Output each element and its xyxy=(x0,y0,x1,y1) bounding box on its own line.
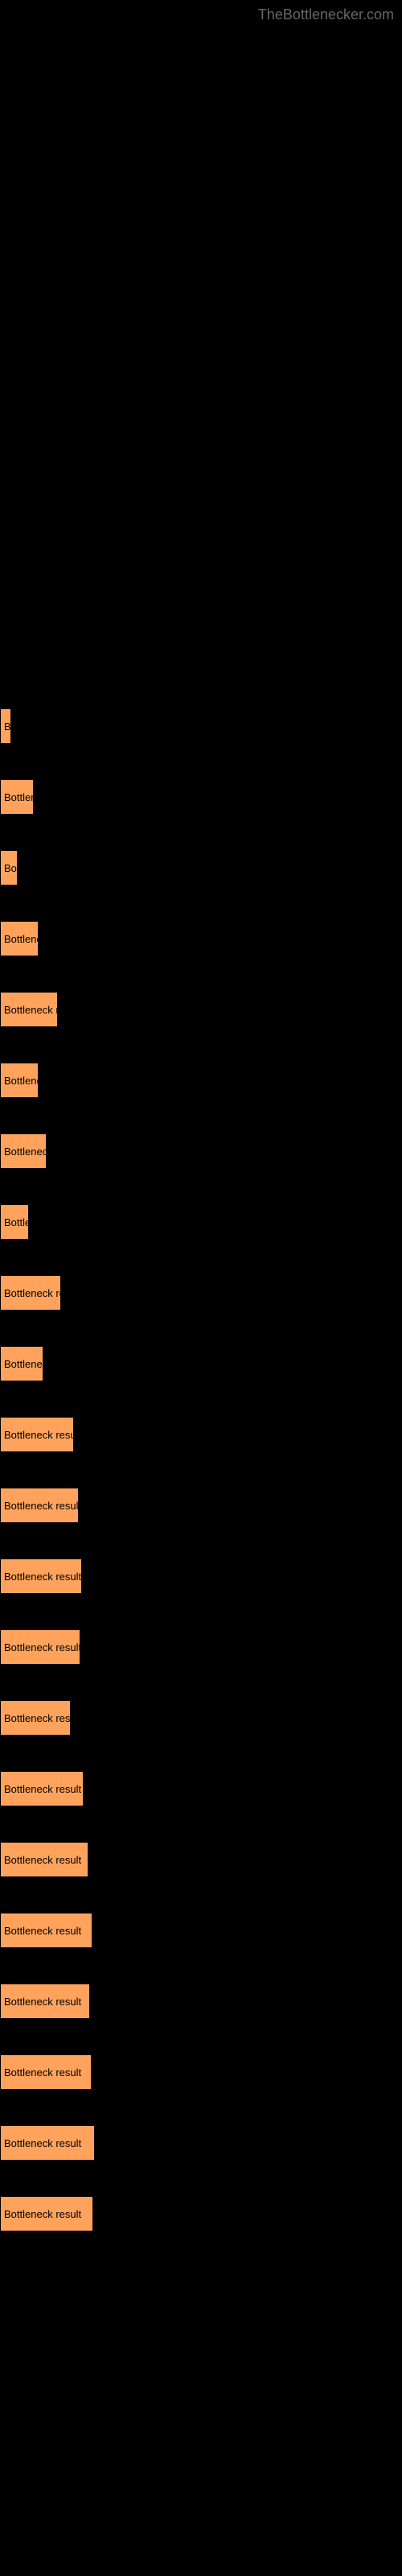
chart-bar: Bot xyxy=(0,850,18,886)
chart-bar: Bottleneck result xyxy=(0,1984,90,2019)
chart-bar: Bottleneck result xyxy=(0,2054,92,2090)
bar-row: Bottle xyxy=(0,1204,402,1240)
bar-chart: B Bottlen Bot Bottlene Bottleneck r Bottlene B… xyxy=(0,0,402,2299)
bar-row: Bottleneck result xyxy=(0,1771,402,1806)
bar-row: Bottleneck result xyxy=(0,1558,402,1594)
chart-bar: Bottleneck r xyxy=(0,992,58,1027)
chart-bar: Bottlene xyxy=(0,921,39,956)
chart-bar: Bottlenec xyxy=(0,1346,43,1381)
bar-row: Bottleneck result xyxy=(0,1984,402,2019)
chart-bar: Bottle xyxy=(0,1204,29,1240)
bar-row: Bottlenec xyxy=(0,1346,402,1381)
chart-bar: Bottleneck resul xyxy=(0,1417,74,1452)
bar-row: Bottleneck xyxy=(0,1133,402,1169)
chart-bar: Bottleneck resu xyxy=(0,1700,71,1736)
bar-row: Bottleneck resul xyxy=(0,1417,402,1452)
chart-bar: Bottleneck re xyxy=(0,1275,61,1311)
chart-bar: B xyxy=(0,708,11,744)
bar-row: Bottleneck result xyxy=(0,1629,402,1665)
chart-bar: Bottleneck result xyxy=(0,1771,84,1806)
bar-row: Bottleneck result xyxy=(0,2125,402,2161)
bar-row: Bottleneck re xyxy=(0,1275,402,1311)
chart-bar: Bottleneck result xyxy=(0,1558,82,1594)
bar-row: Bottleneck result xyxy=(0,2196,402,2231)
bar-row: Bottlene xyxy=(0,1063,402,1098)
watermark-text: TheBottlenecker.com xyxy=(258,6,394,23)
bar-row: Bottleneck result xyxy=(0,1488,402,1523)
bar-row: Bottleneck result xyxy=(0,1913,402,1948)
bar-row: Bottleneck result xyxy=(0,2054,402,2090)
chart-bar: Bottleneck result xyxy=(0,1913,92,1948)
bar-row: Bot xyxy=(0,850,402,886)
chart-bar: Bottlen xyxy=(0,779,34,815)
bar-row: Bottlen xyxy=(0,779,402,815)
bar-row: Bottlene xyxy=(0,921,402,956)
chart-bar: Bottleneck result xyxy=(0,2196,93,2231)
chart-bar: Bottleneck result xyxy=(0,1629,80,1665)
bar-row: Bottleneck r xyxy=(0,992,402,1027)
chart-bar: Bottleneck xyxy=(0,1133,47,1169)
bar-row: Bottleneck result xyxy=(0,1842,402,1877)
chart-bar: Bottleneck result xyxy=(0,1842,88,1877)
bar-row: B xyxy=(0,708,402,744)
chart-bar: Bottleneck result xyxy=(0,1488,79,1523)
chart-bar: Bottleneck result xyxy=(0,2125,95,2161)
bar-row: Bottleneck resu xyxy=(0,1700,402,1736)
chart-bar: Bottlene xyxy=(0,1063,39,1098)
